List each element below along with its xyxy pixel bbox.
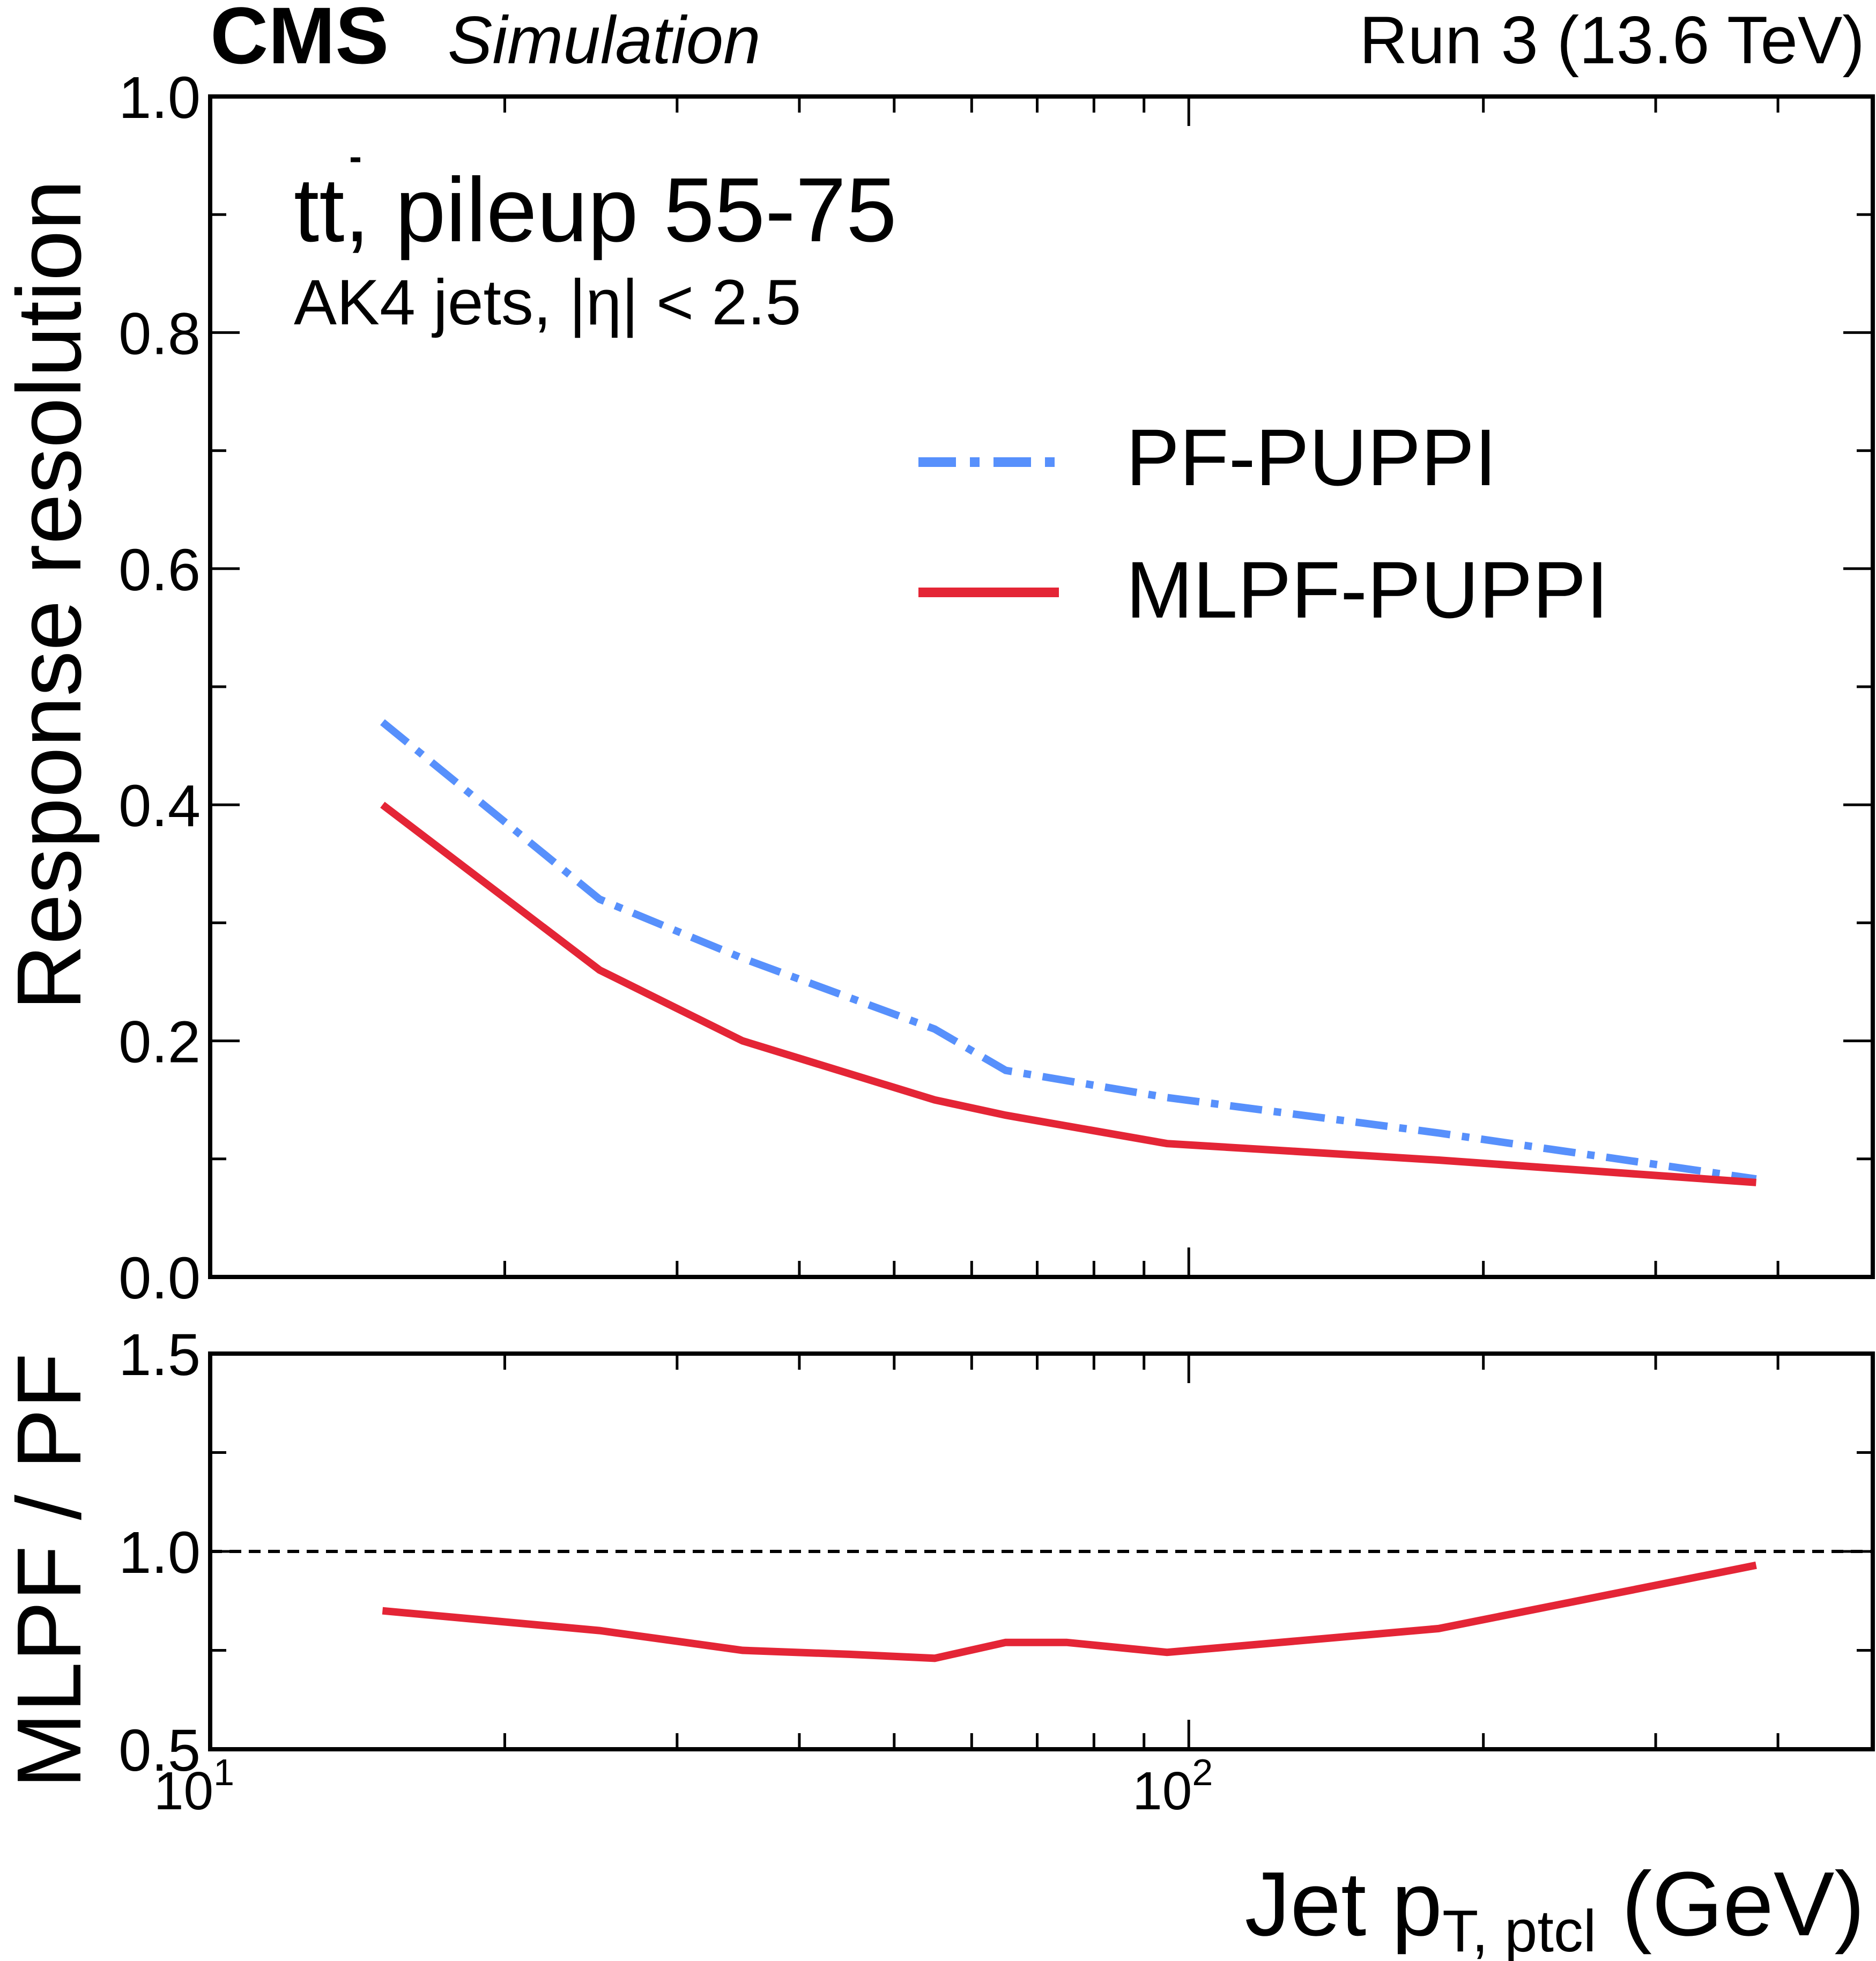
y-tick-label: 1.0 xyxy=(118,1520,201,1586)
mlpf-puppi-line xyxy=(380,801,1756,1186)
y-tick-label: 0.5 xyxy=(118,1718,201,1784)
selection-label: AK4 jets, |η| < 2.5 xyxy=(294,266,801,338)
simulation-label: Simulation xyxy=(448,3,761,78)
process-label: tt, pileup 55-75 xyxy=(294,159,897,261)
xtick-labels: 101 102 xyxy=(154,1751,1213,1821)
ratio-ylabel: MLPF / PF xyxy=(0,1353,100,1788)
y-tick-label: 0.4 xyxy=(118,773,201,839)
y-tick-label: 1.0 xyxy=(118,65,201,131)
xlabel: Jet pT, ptcl (GeV) xyxy=(1245,1853,1865,1961)
y-tick-label: 0.6 xyxy=(118,537,201,603)
legend-mlpf-label: MLPF-PUPPI xyxy=(1126,545,1608,635)
ratio-ytick-labels: 0.5 1.0 1.5 xyxy=(118,1322,201,1784)
cms-label: CMS xyxy=(210,0,389,80)
ratio-frame xyxy=(208,1351,1875,1751)
y-tick-label: 0.8 xyxy=(118,301,201,367)
y-tick-label: 0.2 xyxy=(118,1009,201,1075)
main-panel: 0.0 0.2 0.4 0.6 0.8 1.0 tt, pileup 55-75 AK4 … xyxy=(118,65,1875,1311)
legend-pf-label: PF-PUPPI xyxy=(1126,412,1497,502)
x-tick-label: 101 xyxy=(154,1751,234,1821)
ratio-line xyxy=(382,1561,1757,1662)
main-frame xyxy=(208,94,1875,1279)
legend: PF-PUPPI MLPF-PUPPI xyxy=(918,412,1608,635)
main-ytick-labels: 0.0 0.2 0.4 0.6 0.8 1.0 xyxy=(118,65,201,1311)
run-label: Run 3 (13.6 TeV) xyxy=(1359,3,1865,78)
pf-puppi-line xyxy=(380,719,1757,1183)
y-tick-label: 1.5 xyxy=(118,1322,201,1388)
y-tick-label: 0.0 xyxy=(118,1245,201,1311)
ratio-panel: 0.5 1.0 1.5 101 102 xyxy=(118,1322,1875,1821)
main-ylabel: Response resolution xyxy=(0,180,100,1011)
x-tick-label: 102 xyxy=(1132,1751,1213,1821)
